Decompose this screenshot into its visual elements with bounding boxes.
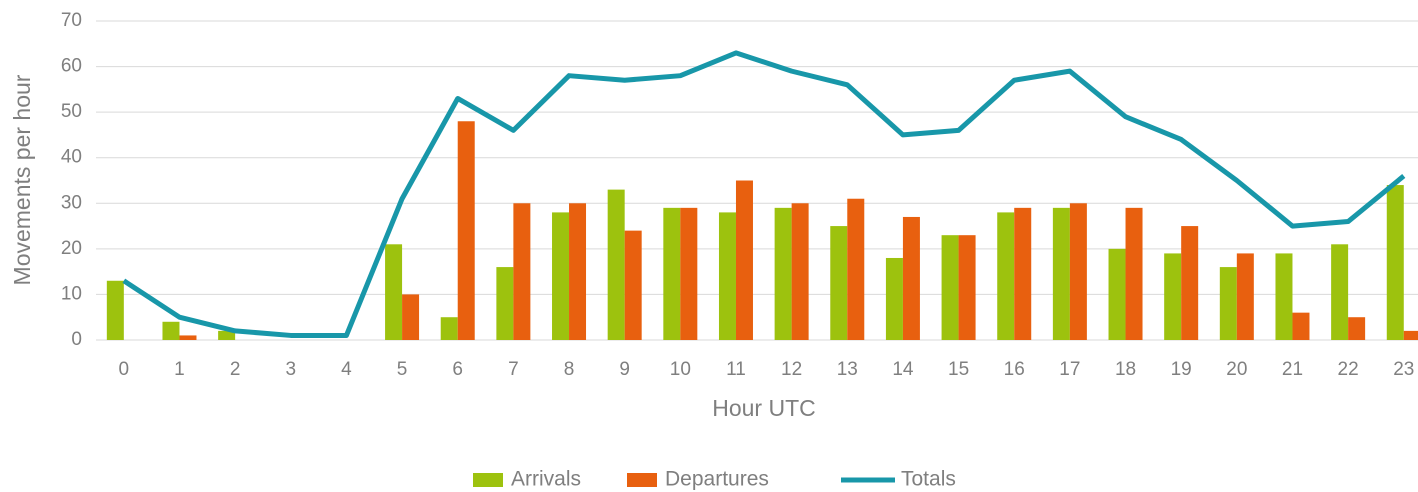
y-tick-label: 20 xyxy=(61,238,82,259)
bar xyxy=(663,207,681,340)
bar xyxy=(1181,226,1199,340)
bar xyxy=(1014,207,1032,340)
bar xyxy=(830,226,848,340)
x-tick-label: 20 xyxy=(1226,359,1247,380)
x-tick-label: 6 xyxy=(452,359,463,380)
x-tick-label: 1 xyxy=(174,359,185,380)
x-tick-label: 12 xyxy=(781,359,802,380)
x-tick-label: 18 xyxy=(1115,359,1136,380)
x-tick-label: 21 xyxy=(1282,359,1303,380)
x-tick-label: 15 xyxy=(948,359,969,380)
bar xyxy=(569,203,587,340)
bar xyxy=(791,203,809,340)
bar xyxy=(1331,244,1349,340)
bar xyxy=(218,330,236,340)
bar xyxy=(774,207,792,340)
line xyxy=(122,50,1406,338)
legend-label: Arrivals xyxy=(511,468,581,491)
bar xyxy=(1052,207,1070,340)
x-tick-label: 22 xyxy=(1338,359,1359,380)
bar xyxy=(1164,253,1182,340)
y-tick-label: 30 xyxy=(61,192,82,213)
bar xyxy=(680,207,698,340)
legend-swatch xyxy=(627,473,657,487)
bar xyxy=(385,244,403,340)
bar xyxy=(718,212,736,340)
x-tick-label: 11 xyxy=(726,359,746,380)
x-tick-label: 5 xyxy=(397,359,408,380)
bar xyxy=(457,121,475,340)
bar xyxy=(941,235,959,340)
x-tick-label: 3 xyxy=(285,359,296,380)
x-axis-label: Hour UTC xyxy=(712,395,816,421)
legend-label: Departures xyxy=(665,468,769,491)
y-tick-label: 10 xyxy=(61,283,82,304)
x-tick-label: 7 xyxy=(508,359,519,380)
x-tick-label: 8 xyxy=(564,359,575,380)
bar xyxy=(1386,185,1404,340)
x-tick-label: 19 xyxy=(1171,359,1192,380)
bar xyxy=(440,317,458,340)
y-tick-label: 60 xyxy=(61,56,82,77)
bar xyxy=(847,198,865,340)
legend-swatch xyxy=(473,473,503,487)
bar xyxy=(1236,253,1254,340)
bar xyxy=(1069,203,1087,340)
x-tick-label: 2 xyxy=(230,359,241,380)
bar xyxy=(513,203,531,340)
bar xyxy=(162,321,180,340)
bar xyxy=(1219,267,1237,340)
y-tick-label: 50 xyxy=(61,101,82,122)
x-tick-label: 13 xyxy=(837,359,858,380)
bar xyxy=(1275,253,1293,340)
x-tick-label: 14 xyxy=(892,359,914,380)
bar xyxy=(1292,312,1310,340)
x-tick-label: 17 xyxy=(1059,359,1080,380)
bar xyxy=(1403,330,1418,340)
bar xyxy=(1348,317,1366,340)
x-tick-label: 9 xyxy=(619,359,630,380)
bar xyxy=(1108,248,1126,340)
y-tick-label: 0 xyxy=(71,329,82,350)
x-tick-label: 0 xyxy=(119,359,130,380)
bar xyxy=(735,180,753,340)
bar xyxy=(958,235,976,340)
bar xyxy=(402,294,420,340)
x-tick-label: 4 xyxy=(341,359,352,380)
y-tick-label: 70 xyxy=(61,10,82,31)
legend-label: Totals xyxy=(901,468,956,491)
bar xyxy=(496,267,514,340)
bar xyxy=(106,280,124,340)
bar xyxy=(885,257,903,340)
x-tick-label: 16 xyxy=(1004,359,1025,380)
bar xyxy=(902,216,920,340)
y-axis-label: Movements per hour xyxy=(9,74,35,285)
bar xyxy=(624,230,642,340)
bar xyxy=(552,212,570,340)
bar xyxy=(179,335,197,340)
x-tick-label: 23 xyxy=(1393,359,1414,380)
bar xyxy=(997,212,1015,340)
bar xyxy=(607,189,625,340)
bar xyxy=(1125,207,1143,340)
y-tick-label: 40 xyxy=(61,147,82,168)
x-tick-label: 10 xyxy=(670,359,691,380)
